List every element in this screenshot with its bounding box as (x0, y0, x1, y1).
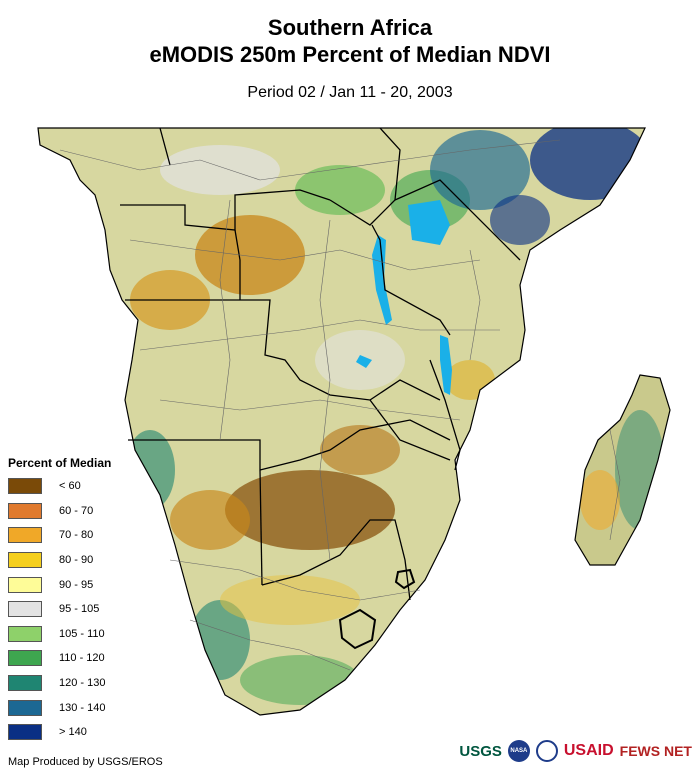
lakes (356, 200, 452, 395)
madagascar-coast (574, 374, 671, 566)
usgs-logo: USGS (459, 742, 502, 760)
lake-tanganyika (372, 235, 392, 325)
lake-kariba (356, 355, 372, 368)
usaid-logo-text: USAID (563, 742, 614, 759)
legend-label: 60 - 70 (59, 504, 94, 517)
legend-label: < 60 (59, 480, 81, 493)
legend-label: 120 - 130 (59, 677, 106, 690)
map-title-product: eMODIS 250m Percent of Median NDVI (149, 42, 551, 67)
legend-swatch (8, 724, 42, 741)
legend-item: 80 - 90 (8, 548, 138, 573)
legend-swatch (8, 650, 42, 667)
legend-swatch (8, 552, 42, 569)
legend-label: 105 - 110 (59, 627, 105, 640)
legend-label: 95 - 105 (59, 603, 100, 616)
lake-victoria (408, 200, 450, 245)
legend-item: 70 - 80 (8, 523, 138, 548)
legend-label: 80 - 90 (59, 554, 94, 567)
legend-label: 90 - 95 (59, 578, 94, 591)
nasa-logo: NASA (507, 740, 530, 762)
noaa-seal-icon (535, 740, 558, 762)
map-period: Period 02 / Jan 11 - 20, 2003 (247, 84, 453, 101)
legend-item: < 60 (8, 474, 138, 499)
map-credit: Map Produced by USGS/EROS (8, 756, 163, 768)
usaid-logo: USAID (564, 742, 614, 760)
legend-item: 95 - 105 (8, 597, 138, 622)
legend: Percent of Median < 60 60 - 70 70 - 80 80 -… (8, 456, 138, 745)
legend-swatch (8, 527, 42, 544)
fews-net-logo: FEWS NET (619, 743, 692, 759)
legend-label: > 140 (59, 726, 87, 739)
legend-swatch (8, 502, 42, 519)
legend-swatch (8, 576, 42, 593)
legend-label: 110 - 120 (59, 652, 105, 665)
legend-item: > 140 (8, 720, 138, 745)
legend-item: 105 - 110 (8, 622, 138, 647)
lesotho-border (338, 608, 377, 650)
lake-malawi (440, 335, 452, 395)
map-title-region: Southern Africa (267, 15, 433, 40)
map-title-block: Southern Africa eMODIS 250m Percent of M… (0, 14, 700, 102)
legend-item: 110 - 120 (8, 646, 138, 671)
legend-swatch (8, 601, 42, 618)
legend-item: 120 - 130 (8, 671, 138, 696)
legend-label: 130 - 140 (59, 701, 106, 714)
logo-bar: USGS NASA USAID FEWS NET (459, 740, 692, 762)
legend-label: 70 - 80 (59, 529, 94, 542)
legend-swatch (8, 478, 42, 495)
legend-swatch (8, 675, 42, 692)
legend-heading: Percent of Median (8, 456, 112, 470)
admin-boundaries (59, 139, 621, 671)
legend-rows: < 60 60 - 70 70 - 80 80 - 90 90 - 95 95 - 105… (8, 474, 138, 745)
legend-swatch (8, 699, 42, 716)
legend-swatch (8, 625, 42, 642)
legend-item: 90 - 95 (8, 572, 138, 597)
legend-item: 130 - 140 (8, 695, 138, 720)
country-borders (120, 127, 521, 601)
eswatini-border (394, 568, 416, 590)
legend-item: 60 - 70 (8, 499, 138, 524)
